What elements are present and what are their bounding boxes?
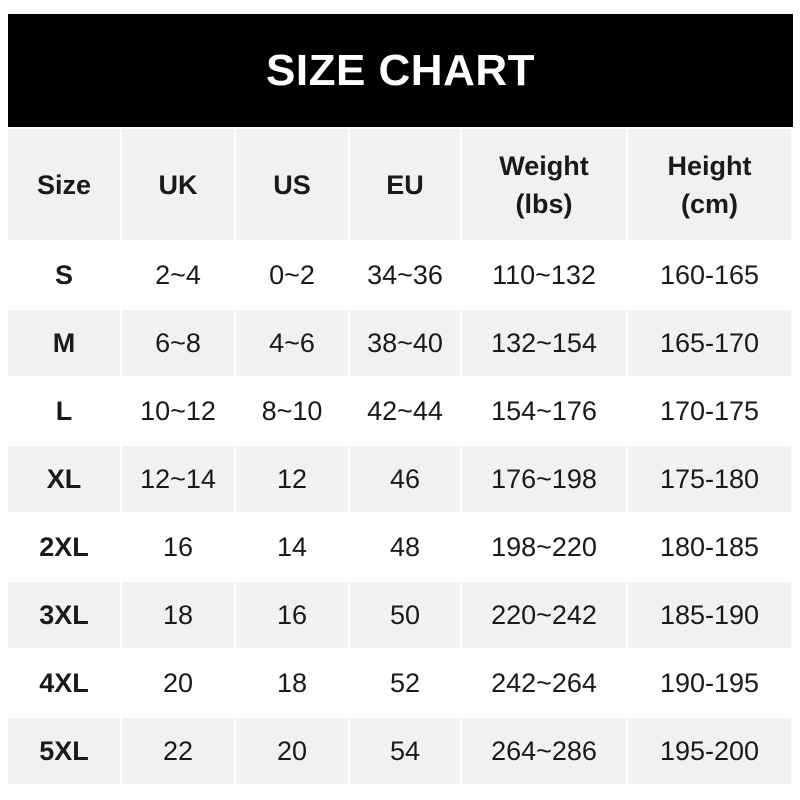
cell-eu: 50 [350, 582, 460, 648]
cell-size: 2XL [8, 514, 120, 580]
cell-height: 195-200 [628, 718, 791, 784]
cell-us: 18 [236, 650, 348, 716]
cell-us: 20 [236, 718, 348, 784]
cell-weight: 220~242 [462, 582, 626, 648]
cell-uk: 22 [122, 718, 234, 784]
header-uk: UK [122, 129, 234, 240]
cell-us: 8~10 [236, 378, 348, 444]
cell-height: 165-170 [628, 310, 791, 376]
header-us: US [236, 129, 348, 240]
cell-eu: 38~40 [350, 310, 460, 376]
cell-weight: 198~220 [462, 514, 626, 580]
cell-size: 5XL [8, 718, 120, 784]
cell-uk: 2~4 [122, 242, 234, 308]
cell-uk: 20 [122, 650, 234, 716]
cell-height: 185-190 [628, 582, 791, 648]
cell-weight: 154~176 [462, 378, 626, 444]
cell-height: 160-165 [628, 242, 791, 308]
cell-weight: 264~286 [462, 718, 626, 784]
cell-uk: 18 [122, 582, 234, 648]
cell-eu: 52 [350, 650, 460, 716]
cell-eu: 34~36 [350, 242, 460, 308]
cell-height: 170-175 [628, 378, 791, 444]
cell-height: 175-180 [628, 446, 791, 512]
header-height: Height (cm) [628, 129, 791, 240]
cell-weight: 132~154 [462, 310, 626, 376]
cell-height: 190-195 [628, 650, 791, 716]
cell-uk: 6~8 [122, 310, 234, 376]
cell-size: L [8, 378, 120, 444]
cell-height: 180-185 [628, 514, 791, 580]
cell-us: 4~6 [236, 310, 348, 376]
cell-eu: 46 [350, 446, 460, 512]
header-weight: Weight (lbs) [462, 129, 626, 240]
cell-size: S [8, 242, 120, 308]
header-size: Size [8, 129, 120, 240]
cell-size: 3XL [8, 582, 120, 648]
size-chart-table: Size UK US EU Weight (lbs) Height (cm) S… [8, 129, 793, 784]
cell-size: 4XL [8, 650, 120, 716]
cell-us: 0~2 [236, 242, 348, 308]
cell-eu: 48 [350, 514, 460, 580]
cell-uk: 12~14 [122, 446, 234, 512]
cell-us: 14 [236, 514, 348, 580]
cell-us: 16 [236, 582, 348, 648]
cell-uk: 10~12 [122, 378, 234, 444]
cell-eu: 54 [350, 718, 460, 784]
cell-weight: 176~198 [462, 446, 626, 512]
cell-weight: 110~132 [462, 242, 626, 308]
size-chart-title: SIZE CHART [8, 14, 793, 127]
cell-weight: 242~264 [462, 650, 626, 716]
cell-eu: 42~44 [350, 378, 460, 444]
cell-size: M [8, 310, 120, 376]
cell-size: XL [8, 446, 120, 512]
cell-uk: 16 [122, 514, 234, 580]
header-eu: EU [350, 129, 460, 240]
cell-us: 12 [236, 446, 348, 512]
